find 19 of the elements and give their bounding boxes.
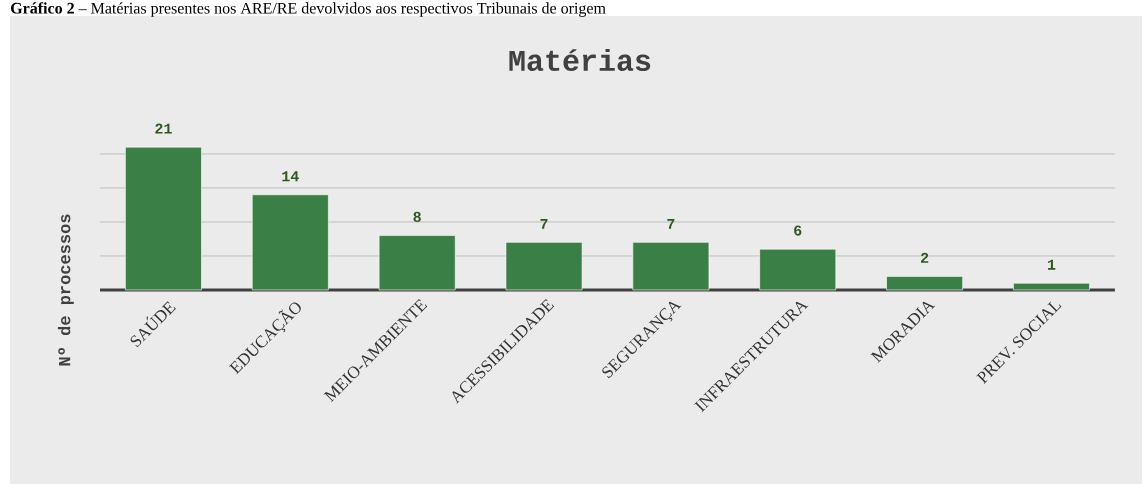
data-label: 7 <box>667 218 675 229</box>
bar <box>505 242 583 291</box>
data-label: 6 <box>794 225 802 236</box>
text: Gráfico 2 – Matérias presentes nos ARE/RE devolvidos aos respectivos Tribunais de origem <box>11 2 606 17</box>
bar <box>886 276 963 291</box>
bar <box>759 248 837 291</box>
y-axis-title: Nº de processos <box>57 214 74 366</box>
bar <box>632 242 710 291</box>
bar <box>251 194 329 291</box>
bar <box>378 235 456 291</box>
data-label: 8 <box>413 211 421 223</box>
bar <box>1013 282 1090 291</box>
bar <box>125 146 202 291</box>
data-label: 7 <box>540 218 548 229</box>
data-label: 2 <box>921 252 929 263</box>
data-label: 14 <box>282 171 299 182</box>
data-label: 21 <box>155 123 172 134</box>
data-label: 1 <box>1047 259 1056 270</box>
chart-title: Matérias <box>509 48 651 72</box>
